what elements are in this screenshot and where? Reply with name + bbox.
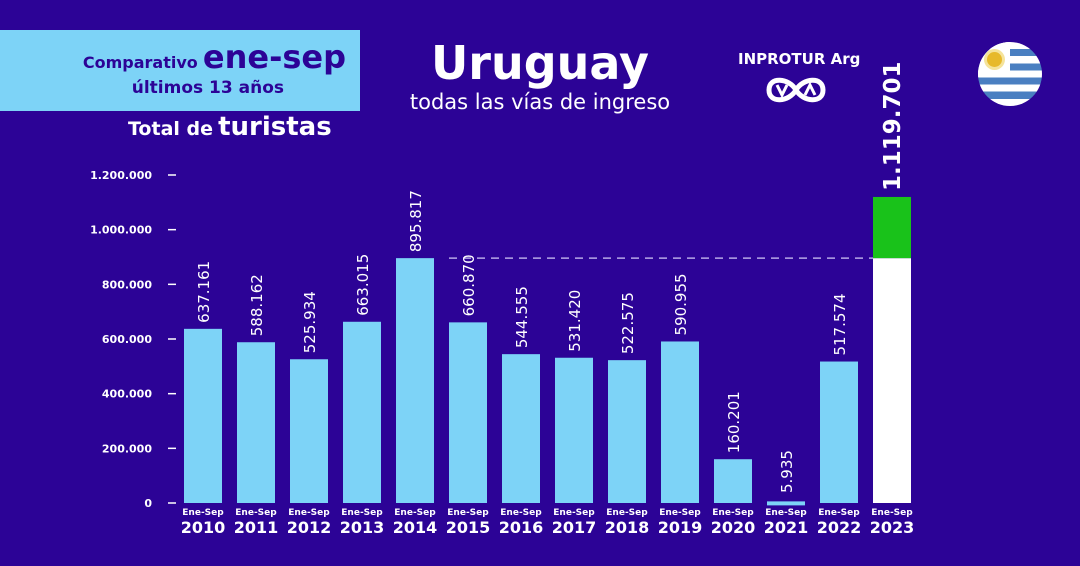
page-subtitle: todas las vías de ingreso bbox=[409, 90, 671, 114]
x-tick-label: 2019 bbox=[658, 518, 703, 537]
comparativo-label: Comparativo bbox=[82, 53, 198, 72]
x-tick-prefix: Ene-Sep bbox=[500, 508, 542, 518]
value-label: 588.162 bbox=[248, 274, 266, 336]
x-tick-prefix: Ene-Sep bbox=[659, 508, 701, 518]
inprotur-logo: INPROTUR Arg bbox=[738, 50, 861, 112]
x-tick-label: 2013 bbox=[340, 518, 385, 537]
x-tick-prefix: Ene-Sep bbox=[182, 508, 224, 518]
value-label: 660.870 bbox=[460, 254, 478, 316]
header-box: Comparativo ene-sep últimos 13 años bbox=[0, 30, 360, 111]
x-tick-prefix: Ene-Sep bbox=[606, 508, 648, 518]
y-axis-title: Total de turistas bbox=[128, 112, 332, 142]
bar bbox=[237, 342, 275, 503]
x-tick-label: 2016 bbox=[499, 518, 544, 537]
value-label: 1.119.701 bbox=[880, 61, 906, 191]
y-tick-label: 400.000 bbox=[102, 388, 152, 401]
x-tick-label: 2022 bbox=[817, 518, 862, 537]
x-tick-label: 2014 bbox=[393, 518, 438, 537]
bar bbox=[343, 321, 381, 503]
x-tick-prefix: Ene-Sep bbox=[288, 508, 330, 518]
bar bbox=[767, 501, 805, 506]
value-label: 525.934 bbox=[301, 291, 319, 353]
y-tick-label: 1.000.000 bbox=[90, 224, 152, 237]
value-label: 590.955 bbox=[672, 273, 690, 335]
value-label: 895.817 bbox=[407, 190, 425, 252]
value-label: 522.575 bbox=[619, 292, 637, 354]
x-tick-label: 2011 bbox=[234, 518, 279, 537]
x-tick-prefix: Ene-Sep bbox=[871, 508, 913, 518]
x-tick-label: 2020 bbox=[711, 518, 756, 537]
total-de-label: Total de bbox=[128, 118, 214, 140]
bar-2023-growth bbox=[873, 196, 911, 259]
value-label: 531.420 bbox=[566, 290, 584, 352]
value-label: 517.574 bbox=[831, 293, 849, 355]
uruguay-flag-icon bbox=[978, 42, 1042, 106]
x-tick-label: 2021 bbox=[764, 518, 809, 537]
x-tick-label: 2012 bbox=[287, 518, 332, 537]
value-label: 160.201 bbox=[725, 391, 743, 453]
x-tick-prefix: Ene-Sep bbox=[235, 508, 277, 518]
logo-text: INPROTUR Arg bbox=[738, 50, 861, 68]
x-tick-label: 2015 bbox=[446, 518, 491, 537]
value-label: 5.935 bbox=[778, 450, 796, 493]
x-tick-prefix: Ene-Sep bbox=[553, 508, 595, 518]
sun-of-may-icon bbox=[987, 52, 1002, 67]
value-label: 637.161 bbox=[195, 261, 213, 323]
x-tick-label: 2017 bbox=[552, 518, 597, 537]
period-label: ene-sep bbox=[202, 38, 346, 76]
y-tick-label: 1.200.000 bbox=[90, 169, 152, 182]
bar bbox=[290, 359, 328, 503]
bar bbox=[608, 360, 646, 503]
bar bbox=[555, 357, 593, 503]
bar bbox=[661, 341, 699, 503]
years-label: últimos 13 años bbox=[131, 78, 284, 98]
va-infinity-icon bbox=[766, 77, 826, 103]
bar bbox=[820, 361, 858, 503]
page-title: Uruguay bbox=[430, 36, 650, 90]
bar-2023-base bbox=[873, 258, 911, 503]
y-tick-label: 0 bbox=[144, 497, 152, 510]
x-tick-prefix: Ene-Sep bbox=[341, 508, 383, 518]
x-tick-label: 2010 bbox=[181, 518, 226, 537]
value-label: 544.555 bbox=[513, 286, 531, 348]
y-tick-label: 200.000 bbox=[102, 442, 152, 455]
bar bbox=[449, 322, 487, 503]
x-tick-prefix: Ene-Sep bbox=[712, 508, 754, 518]
x-tick-prefix: Ene-Sep bbox=[818, 508, 860, 518]
bar bbox=[714, 459, 752, 503]
turistas-label: turistas bbox=[218, 112, 332, 142]
value-label: 663.015 bbox=[354, 254, 372, 316]
bar bbox=[396, 258, 434, 503]
x-tick-prefix: Ene-Sep bbox=[765, 508, 807, 518]
x-tick-label: 2023 bbox=[870, 518, 915, 537]
x-tick-prefix: Ene-Sep bbox=[447, 508, 489, 518]
x-tick-label: 2018 bbox=[605, 518, 650, 537]
y-tick-label: 600.000 bbox=[102, 333, 152, 346]
y-tick-label: 800.000 bbox=[102, 278, 152, 291]
bar bbox=[502, 354, 540, 503]
x-tick-prefix: Ene-Sep bbox=[394, 508, 436, 518]
bar bbox=[184, 328, 222, 503]
